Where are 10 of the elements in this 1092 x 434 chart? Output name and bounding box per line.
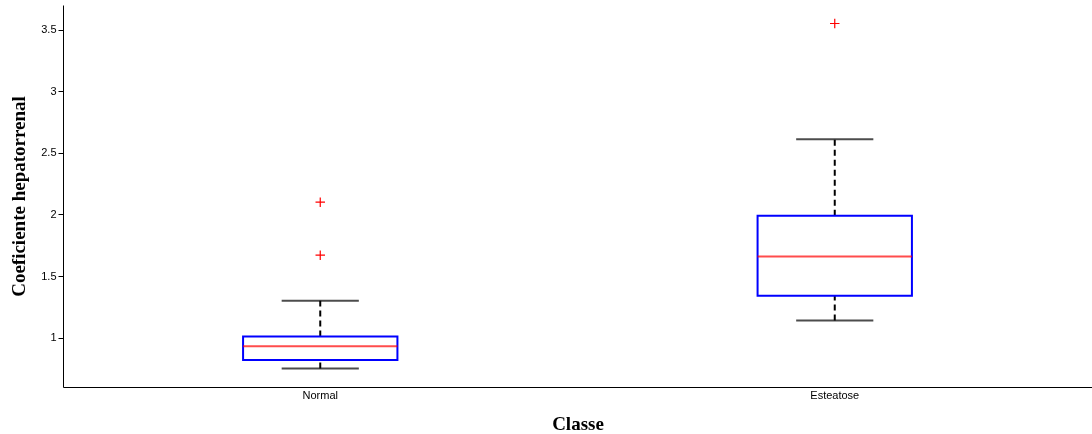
y-tick-label: 3.5 [41, 23, 57, 36]
x-tick-label: Esteatose [810, 388, 860, 401]
x-tick-label: Normal [302, 388, 338, 401]
x-axis-title: Classe [552, 412, 604, 434]
y-tick-label: 2.5 [41, 146, 57, 159]
y-tick-label: 3 [50, 84, 57, 97]
y-tick-label: 1 [50, 331, 57, 344]
y-tick-label: 1.5 [41, 269, 57, 282]
y-tick-label: 2 [50, 207, 57, 220]
y-axis-title: Coeficiente hepatorrenal [8, 96, 30, 297]
